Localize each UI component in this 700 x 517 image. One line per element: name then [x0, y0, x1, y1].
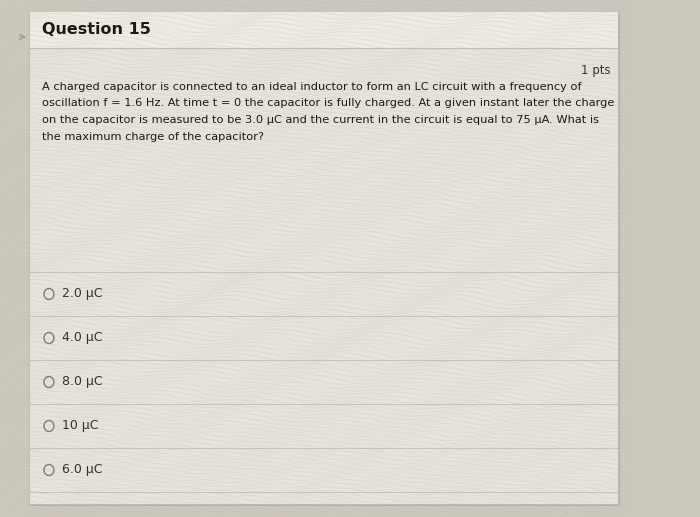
Text: Question 15: Question 15 [42, 23, 150, 38]
Text: 6.0 μC: 6.0 μC [62, 464, 102, 477]
Text: 10 μC: 10 μC [62, 419, 98, 433]
Text: A charged capacitor is connected to an ideal inductor to form an LC circuit with: A charged capacitor is connected to an i… [42, 82, 581, 92]
Text: on the capacitor is measured to be 3.0 μC and the current in the circuit is equa: on the capacitor is measured to be 3.0 μ… [42, 115, 598, 125]
FancyBboxPatch shape [31, 14, 620, 506]
Text: 4.0 μC: 4.0 μC [62, 331, 102, 344]
FancyBboxPatch shape [29, 12, 618, 504]
Text: 2.0 μC: 2.0 μC [62, 287, 102, 300]
FancyBboxPatch shape [29, 12, 618, 48]
Text: 1 pts: 1 pts [581, 64, 611, 77]
Text: oscillation f = 1.6 Hz. At time t = 0 the capacitor is fully charged. At a given: oscillation f = 1.6 Hz. At time t = 0 th… [42, 99, 614, 109]
Text: 8.0 μC: 8.0 μC [62, 375, 102, 388]
Text: the maximum charge of the capacitor?: the maximum charge of the capacitor? [42, 131, 264, 142]
